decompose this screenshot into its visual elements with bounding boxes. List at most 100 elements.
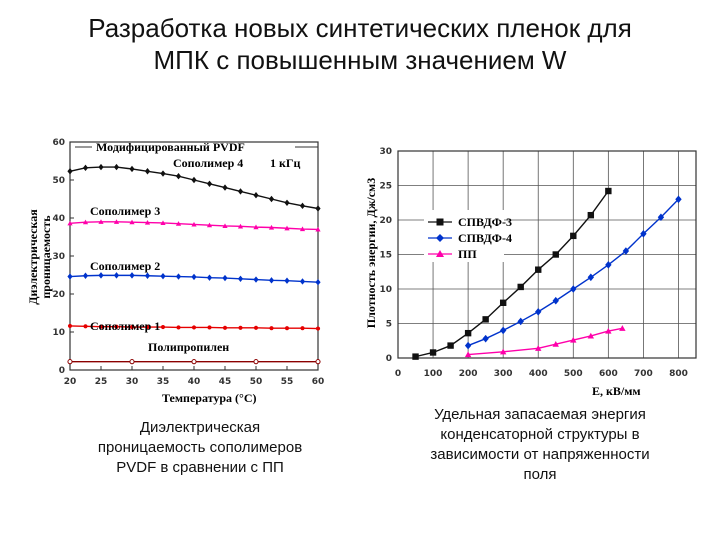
left-xtick-label: 60 [312,377,325,387]
left-series-3-point [207,325,212,330]
right-series-1-point [552,296,559,305]
left-series-0-point [160,170,166,177]
left-ytick-label: 40 [52,214,65,224]
left-series-0-point [315,205,321,212]
left-series-2-point [315,279,321,286]
left-ytick-label: 20 [52,290,65,300]
left-series-3-point [129,324,135,330]
right-series-2-point [499,348,507,355]
left-series-0-line [69,166,319,210]
left-series-3-point [67,323,73,329]
right-series-1-point [605,261,612,269]
permittivity-chart: 20 25 30 35 40 45 50 55 60 0 10 20 30 40 50 60 Модифици… [26,138,324,405]
left-series-2-point [237,275,244,282]
left-series-0-point [284,199,290,206]
left-xtick-label: 20 [64,377,77,387]
left-series-1-point [299,226,306,232]
left-series-3-point [98,324,104,329]
right-series-0-point [570,232,577,240]
left-series-1-point [82,219,89,225]
left-xtick-label: 35 [157,377,170,387]
caption-right-line4: поля [523,466,557,483]
right-series-1-point [464,341,472,350]
left-series-0-point [299,202,306,210]
right-ticks: 0 100 200 300 400 500 600 700 800 0 5 10 15 20 25 30 [379,147,687,379]
right-series-0-point [412,353,419,360]
right-series-2-point [535,345,542,351]
right-series-2-point [605,327,612,334]
right-series-0-point [587,211,595,219]
left-series-2-point [67,273,73,280]
right-xtick-label: 800 [669,369,688,379]
caption-left-line2: проницаемость сополимеров [97,439,303,456]
annotation-pvdf: Модифицированный PVDF [96,140,245,154]
right-series-2-point [552,341,559,347]
left-series-3-point [315,326,321,331]
left-series-1-point [160,220,166,226]
legend-label-spvdf4: СПВДФ-4 [458,231,512,245]
left-series-4-point [67,359,73,365]
left-series-4-point [253,359,259,365]
left-xtick-label: 40 [188,377,201,387]
right-plot-frame [397,150,697,359]
annotation-sopolimer2: Сополимер 2 [90,259,160,273]
annotation-sopolimer4: Сополимер 4 [173,156,243,170]
right-xtick-label: 500 [564,369,583,379]
right-series-0-point [447,342,454,349]
left-series-0-point [113,163,120,171]
left-series-2-point [284,277,290,284]
left-series-3-point [145,324,150,330]
left-series-2-point [268,277,275,284]
annotation-khz: 1 кГц [270,156,301,170]
left-series-0-point [222,184,228,191]
left-series-3-point [176,325,181,330]
left-series-1-point [253,224,259,230]
legend-label-spvdf3: СПВДФ-3 [458,215,512,229]
left-series-1-point [98,219,104,224]
left-series-2-point [82,272,89,279]
left-xtick-label: 25 [95,377,108,387]
right-series-0-point [464,329,472,337]
left-series [67,163,321,365]
left-series-0-point [268,195,275,203]
left-series-1-point [284,225,290,231]
left-series-3-point [238,325,243,330]
slide-title: Разработка новых синтетических пленок дл… [0,12,720,76]
left-series-1-point [144,219,151,225]
left-series-2-point [222,274,228,282]
left-series-4-point [191,359,197,365]
left-series-2-point [191,273,197,281]
right-series-1-point [640,230,647,238]
right-series-0-point [482,316,489,323]
left-series-1-point [67,220,73,226]
left-series-0-point [175,173,182,180]
right-xtick-label: 300 [494,369,513,379]
right-series-2-point [619,325,626,331]
right-legend: СПВДФ-3 СПВДФ-4 ПП [424,210,512,262]
left-series-1-point [129,219,135,225]
left-series-2-point [175,273,182,280]
right-series-1-point [675,195,682,204]
left-series-1-point [191,221,197,227]
right-xtick-label: 0 [395,369,401,379]
legend-marker-spvdf3 [436,218,444,226]
right-series-1-point [517,317,524,326]
right-xtick-label: 600 [599,369,618,379]
right-series-0-point [605,187,612,195]
left-series-3-point [191,325,197,330]
right-xtick-label: 700 [634,369,653,379]
right-ylabel: Плотность энергии, Дж/см3 [364,178,378,328]
left-ylabel-line1: Диэлектрическая [26,209,40,305]
left-series-2-point [253,276,259,283]
left-xtick-label: 45 [219,377,232,387]
left-series-3-point [269,326,274,331]
right-series-1-point [657,213,665,222]
right-series [412,187,682,360]
left-xtick-label: 50 [250,377,263,387]
right-series-1-point [570,285,577,293]
caption-right-line2: конденсаторной структуры в [440,426,640,443]
left-series-4-point [315,359,321,365]
left-series-4-point [129,359,135,365]
left-xtick-label: 55 [281,377,294,387]
right-ytick-label: 15 [379,251,392,261]
